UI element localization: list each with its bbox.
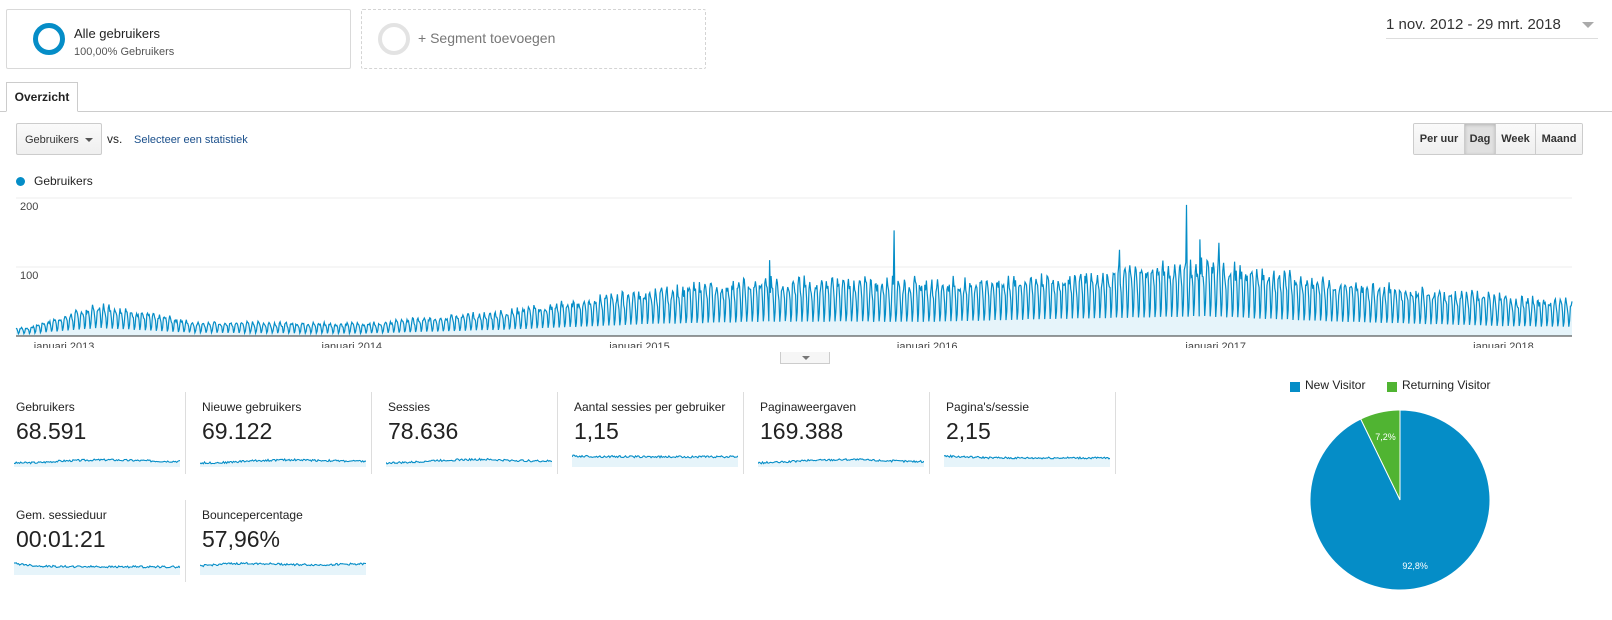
segment-subtitle: 100,00% Gebruikers bbox=[74, 46, 175, 58]
tab-divider bbox=[0, 111, 1612, 112]
vs-label: vs. bbox=[107, 132, 123, 146]
scorecard-value: 2,15 bbox=[946, 418, 991, 444]
granularity-month-button[interactable]: Maand bbox=[1536, 124, 1582, 154]
chevron-down-icon bbox=[802, 356, 810, 360]
scorecard-value: 169.388 bbox=[760, 418, 844, 444]
pie-slice-new-visitor[interactable] bbox=[1309, 409, 1491, 591]
scorecard-sparkline bbox=[944, 454, 1110, 467]
legend-label-returning-visitor: Returning Visitor bbox=[1402, 378, 1491, 392]
chart-x-tick-label: januari 2014 bbox=[321, 341, 383, 348]
scorecard-aantal-sessies-per-gebruiker[interactable]: Aantal sessies per gebruiker 1,15 bbox=[558, 392, 744, 474]
pie-slice-label: 7,2% bbox=[1375, 432, 1396, 442]
legend-swatch-returning-visitor bbox=[1387, 382, 1397, 392]
sparkline-line bbox=[14, 562, 180, 569]
chart-series-line-gebruikers bbox=[15, 204, 1573, 336]
scorecard-label: Pagina's/sessie bbox=[946, 400, 1030, 414]
pie-slice-label: 92,8% bbox=[1402, 561, 1428, 571]
scorecard-value: 68.591 bbox=[16, 418, 87, 444]
scorecard-label: Gebruikers bbox=[16, 400, 75, 414]
scorecard-label: Sessies bbox=[388, 400, 431, 414]
granularity-hour-button[interactable]: Per uur bbox=[1414, 124, 1465, 154]
scorecard-value: 1,15 bbox=[574, 418, 619, 444]
chart-x-tick-label: januari 2016 bbox=[896, 341, 958, 348]
legend-label-gebruikers: Gebruikers bbox=[34, 174, 93, 188]
scorecard-paginaweergaven[interactable]: Paginaweergaven 169.388 bbox=[744, 392, 930, 474]
scorecard-sparkline bbox=[14, 562, 180, 575]
sparkline-area bbox=[758, 458, 924, 467]
chart-y-tick-label: 100 bbox=[20, 270, 38, 282]
sparkline-line bbox=[200, 458, 366, 465]
segment-placeholder-icon bbox=[378, 23, 410, 55]
sparkline-line bbox=[200, 561, 366, 568]
metric-select[interactable]: Gebruikers bbox=[16, 123, 102, 155]
scorecard-value: 57,96% bbox=[202, 526, 281, 552]
sparkline-line bbox=[572, 454, 738, 459]
segment-all-users[interactable]: Alle gebruikers 100,00% Gebruikers bbox=[6, 9, 351, 69]
date-range-picker[interactable]: 1 nov. 2012 - 29 mrt. 2018 bbox=[1386, 16, 1598, 39]
scorecard-pagina-s-sessie[interactable]: Pagina's/sessie 2,15 bbox=[930, 392, 1116, 474]
segment-title: Alle gebruikers bbox=[74, 26, 160, 41]
scorecard-gem-sessieduur[interactable]: Gem. sessieduur 00:01:21 bbox=[0, 500, 186, 582]
add-segment-label: + Segment toevoegen bbox=[418, 30, 556, 46]
add-segment-button[interactable]: + Segment toevoegen bbox=[361, 9, 706, 69]
scorecard-value: 00:01:21 bbox=[16, 526, 106, 552]
scorecard-value: 69.122 bbox=[202, 418, 273, 444]
chart-x-tick-label: januari 2017 bbox=[1184, 341, 1246, 348]
sparkline-area bbox=[200, 562, 366, 575]
chart-x-tick-label: januari 2015 bbox=[608, 341, 670, 348]
chart-collapse-handle[interactable] bbox=[780, 352, 830, 364]
scorecard-sparkline bbox=[200, 561, 366, 575]
scorecard-label: Nieuwe gebruikers bbox=[202, 400, 302, 414]
sparkline-area bbox=[14, 562, 180, 575]
visitor-type-pie-chart: 7,2% 92,8% bbox=[1309, 409, 1491, 591]
chart-x-tick-label: januari 2018 bbox=[1472, 341, 1534, 348]
sparkline-area bbox=[386, 458, 552, 467]
sparkline-line bbox=[944, 454, 1110, 460]
scorecard-sessies[interactable]: Sessies 78.636 bbox=[372, 392, 558, 474]
scorecard-sparkline bbox=[14, 458, 180, 467]
granularity-day-button[interactable]: Dag bbox=[1465, 124, 1496, 154]
scorecard-sparkline bbox=[200, 458, 366, 467]
granularity-week-button[interactable]: Week bbox=[1496, 124, 1536, 154]
chevron-down-icon bbox=[1582, 22, 1594, 28]
scorecard-sparkline bbox=[386, 457, 552, 467]
scorecard-sparkline bbox=[572, 454, 738, 467]
scorecard-value: 78.636 bbox=[388, 418, 459, 444]
scorecard-bouncepercentage[interactable]: Bouncepercentage 57,96% bbox=[186, 500, 372, 582]
sparkline-line bbox=[386, 457, 552, 465]
chevron-down-icon bbox=[85, 138, 93, 142]
scorecard-label: Aantal sessies per gebruiker bbox=[574, 400, 726, 414]
scorecard-label: Gem. sessieduur bbox=[16, 508, 107, 522]
scorecard-label: Bouncepercentage bbox=[202, 508, 303, 522]
legend-swatch-new-visitor bbox=[1290, 382, 1300, 392]
chart-y-tick-label: 200 bbox=[20, 201, 38, 213]
select-statistic-link[interactable]: Selecteer een statistiek bbox=[134, 134, 248, 146]
scorecard-sparkline bbox=[758, 458, 924, 467]
metric-select-value: Gebruikers bbox=[25, 134, 79, 146]
scorecard-label: Paginaweergaven bbox=[760, 400, 857, 414]
legend-label-new-visitor: New Visitor bbox=[1305, 378, 1366, 392]
tab-overzicht[interactable]: Overzicht bbox=[6, 82, 78, 112]
sparkline-line bbox=[758, 458, 924, 465]
segment-ring-icon bbox=[33, 23, 65, 55]
legend-dot-gebruikers bbox=[16, 177, 25, 186]
granularity-toggle: Per uur Dag Week Maand bbox=[1413, 123, 1583, 155]
sparkline-area bbox=[572, 455, 738, 467]
users-line-chart: 100 200 januari 2013 januari 2014 januari 20… bbox=[15, 197, 1573, 348]
chart-x-tick-label: januari 2013 bbox=[33, 341, 95, 348]
scorecard-gebruikers[interactable]: Gebruikers 68.591 bbox=[0, 392, 186, 474]
chart-series-area bbox=[16, 204, 1572, 336]
date-range-text: 1 nov. 2012 - 29 mrt. 2018 bbox=[1386, 16, 1561, 33]
scorecard-nieuwe-gebruikers[interactable]: Nieuwe gebruikers 69.122 bbox=[186, 392, 372, 474]
sparkline-line bbox=[14, 458, 180, 465]
